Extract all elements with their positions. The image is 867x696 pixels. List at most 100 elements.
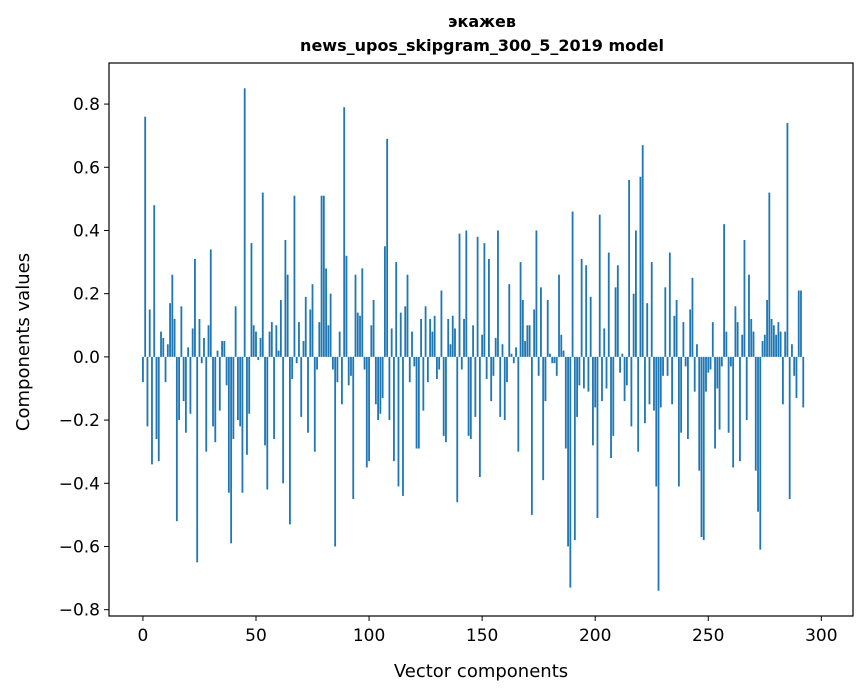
bar [646,303,649,357]
bar [788,356,791,500]
chart-title-line2: news_upos_skipgram_300_5_2019 model [300,36,664,55]
bar [304,296,307,357]
y-tick-label: −0.2 [59,411,100,431]
bar [223,341,226,357]
bar [379,356,382,414]
bar [612,356,615,436]
bar [429,318,432,357]
bar [438,356,441,370]
bar [567,356,569,547]
bar [761,341,764,357]
bar [406,274,409,357]
bar [508,284,511,357]
bar [277,350,280,357]
bar [431,331,434,357]
bar [402,356,404,496]
bar [295,356,298,364]
x-tick-label: 250 [692,626,724,646]
bar [768,192,771,357]
bar [146,356,149,427]
bar [467,356,470,436]
bar [530,356,533,515]
bar [662,356,664,376]
bar [558,274,560,357]
bar [553,356,556,364]
bar [447,318,450,357]
bar [786,123,789,357]
bar [420,318,422,357]
bar [739,356,741,462]
bar [512,356,515,364]
bar [361,268,364,357]
bar [162,337,165,357]
bar [426,356,429,383]
bar [248,356,251,414]
bar [440,290,443,357]
bar [650,262,653,357]
bar [399,312,402,357]
bar [605,356,608,389]
bar [635,230,637,357]
bar [347,356,350,386]
bar [564,356,567,449]
bar [725,331,728,357]
bar [494,337,497,357]
bar [203,337,205,357]
bar [544,356,547,402]
bar [221,341,223,357]
bar [680,356,683,433]
bar [705,356,707,392]
bar [184,356,187,433]
bar [370,325,373,357]
bar [232,356,235,440]
x-tick-label: 150 [466,626,498,646]
chart-title-line1: экажев [448,12,516,31]
bar [528,325,531,357]
bar [481,334,484,357]
bar [239,356,242,427]
bar [307,356,309,433]
bar [264,356,266,446]
bar [594,356,597,408]
bar [155,356,158,440]
bar [352,356,355,500]
bar [682,322,685,357]
bar [628,179,631,357]
bar [413,356,416,367]
bar-series [142,88,805,591]
bar [707,356,710,373]
bar [390,328,393,357]
bar [386,138,389,357]
bar [659,356,662,408]
bar [368,356,370,462]
bar [318,322,321,357]
bar [691,277,694,357]
bar [603,328,606,357]
bar [216,350,219,357]
bar [800,290,802,357]
x-axis-label: Vector components [394,661,568,682]
bar [727,356,730,433]
bar [524,341,526,357]
bar [209,249,212,357]
bar [772,325,775,357]
bar [501,344,504,357]
bar [311,284,314,357]
bar [298,322,300,357]
bar [445,356,447,443]
bar [465,230,468,357]
bar [472,325,474,357]
bar [171,274,174,357]
bar [540,287,542,357]
bar [614,287,617,357]
bar [492,356,495,376]
bar [372,300,375,357]
bar [350,356,352,376]
bar [763,334,766,357]
bar [359,315,361,357]
bar [408,356,411,383]
bar [436,356,438,379]
bar [365,356,368,468]
bar [775,334,778,357]
bar [313,356,316,452]
